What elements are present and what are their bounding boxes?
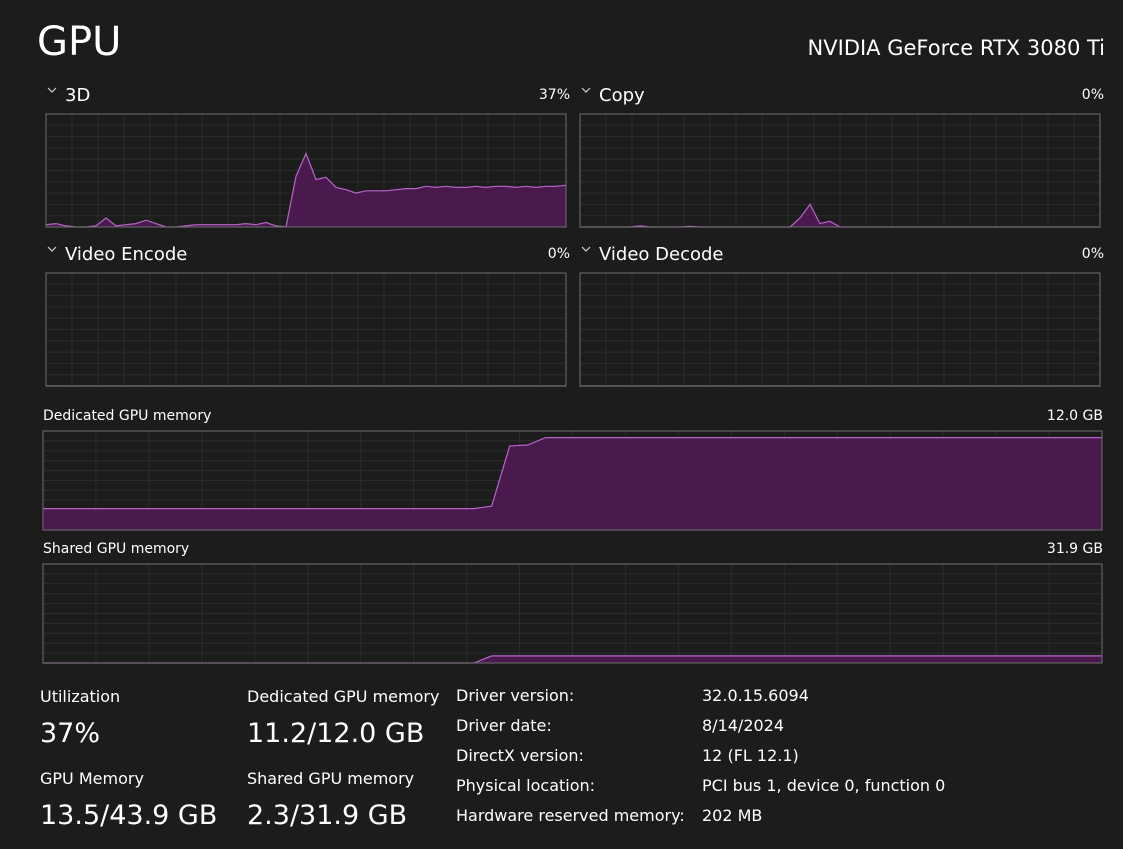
graph-border	[42, 430, 1103, 531]
detail-value: 32.0.15.6094	[702, 686, 809, 705]
detail-value: PCI bus 1, device 0, function 0	[702, 776, 945, 795]
engine-label[interactable]: Video Decode	[599, 244, 724, 265]
memory-graph-label: Dedicated GPU memory	[43, 408, 211, 424]
stat-label: GPU Memory	[40, 769, 144, 788]
graph-border	[45, 113, 567, 228]
stat-value: 13.5/43.9 GB	[40, 800, 217, 831]
graph-border	[579, 272, 1101, 387]
memory-graph-scale: 31.9 GB	[1047, 541, 1103, 557]
graph-area	[43, 655, 1102, 663]
stat-label: Shared GPU memory	[247, 769, 414, 788]
detail-label: DirectX version:	[456, 746, 584, 765]
engine-current: 0%	[1082, 246, 1104, 262]
graph-area	[46, 153, 566, 227]
dropdown-chevron[interactable]	[581, 246, 591, 252]
detail-label: Hardware reserved memory:	[456, 806, 685, 825]
stat-value: 2.3/31.9 GB	[247, 800, 407, 831]
memory-graph-scale: 12.0 GB	[1047, 408, 1103, 424]
detail-label: Driver date:	[456, 716, 552, 735]
dropdown-chevron[interactable]	[47, 246, 57, 252]
graph-line	[45, 152, 567, 228]
engine-current: 37%	[539, 87, 570, 103]
engine-current: 0%	[548, 246, 570, 262]
device-name: NVIDIA GeForce RTX 3080 Ti	[808, 36, 1105, 60]
detail-label: Driver version:	[456, 686, 574, 705]
engine-label[interactable]: Copy	[599, 85, 645, 106]
detail-value: 8/14/2024	[702, 716, 784, 735]
dropdown-chevron[interactable]	[581, 87, 591, 93]
detail-label: Physical location:	[456, 776, 595, 795]
stat-value: 11.2/12.0 GB	[247, 718, 424, 749]
graph-line	[43, 437, 1102, 510]
detail-value: 12 (FL 12.1)	[702, 746, 799, 765]
engine-label[interactable]: Video Encode	[65, 244, 187, 265]
page-title: GPU	[37, 19, 121, 65]
engine-label[interactable]: 3D	[65, 85, 90, 106]
stat-label: Dedicated GPU memory	[247, 687, 439, 706]
stat-label: Utilization	[40, 687, 120, 706]
dropdown-chevron[interactable]	[47, 87, 57, 93]
graph-border	[579, 113, 1101, 228]
memory-graph-label: Shared GPU memory	[43, 541, 189, 557]
stat-value: 37%	[40, 718, 100, 749]
graph-area	[43, 437, 1102, 530]
detail-value: 202 MB	[702, 806, 762, 825]
engine-current: 0%	[1082, 87, 1104, 103]
graph-border	[42, 563, 1103, 664]
graph-border	[45, 272, 567, 387]
